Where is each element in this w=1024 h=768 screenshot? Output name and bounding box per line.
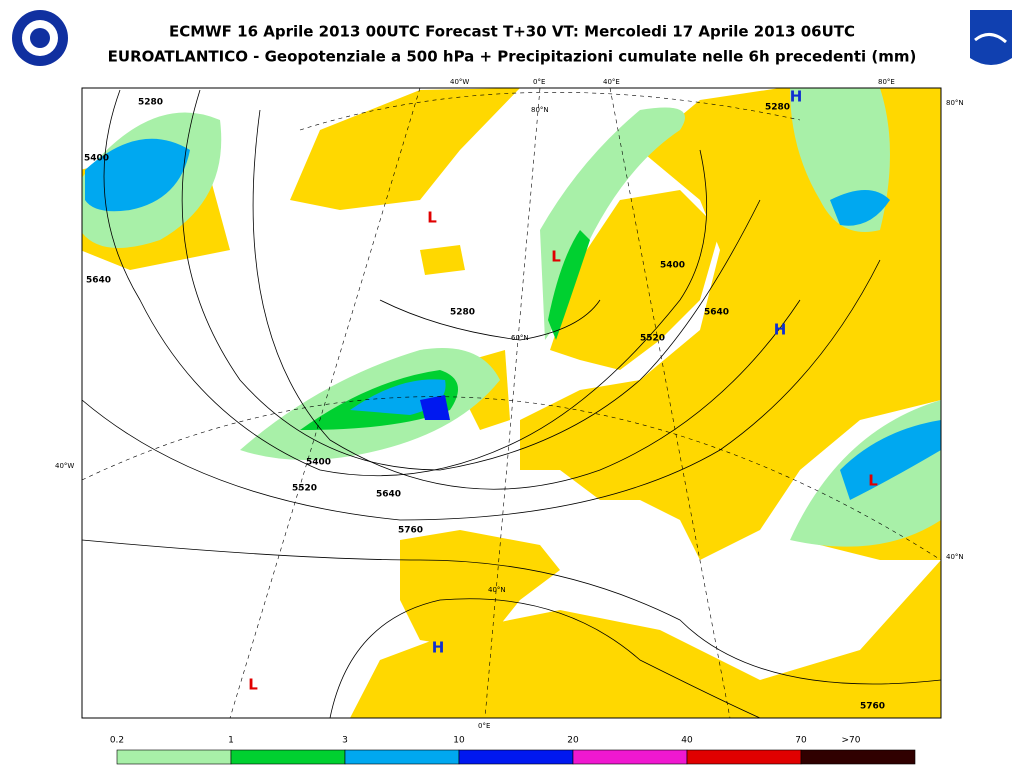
graticule-label: 80°N [946, 99, 964, 107]
legend-swatch [572, 749, 688, 765]
pressure-center: H [432, 639, 445, 657]
legend-swatch [458, 749, 574, 765]
contour-label: 5400 [660, 261, 685, 271]
contour-label: 5640 [86, 276, 111, 286]
legend-swatch [686, 749, 802, 765]
graticule-label: 80°E [878, 78, 895, 86]
contour-label: 5400 [306, 458, 331, 468]
contour-label: 5280 [138, 98, 163, 108]
graticule-label: 40°E [603, 78, 620, 86]
legend-tick-label: 0.2 [110, 736, 124, 746]
contour-label: 5760 [860, 702, 885, 712]
title: ECMWF 16 Aprile 2013 00UTC Forecast T+30… [169, 23, 855, 41]
legend-tick-label: 3 [342, 736, 348, 746]
legend-tick-label: >70 [842, 736, 861, 746]
legend-tick-label: 1 [228, 736, 234, 746]
pressure-center: L [427, 209, 437, 227]
graticule-label: 0°E [478, 722, 490, 730]
graticule-label: 40°W [450, 78, 469, 86]
contour-label: 5400 [84, 154, 109, 164]
legend-swatch [116, 749, 232, 765]
contour-label: 5280 [765, 103, 790, 113]
contour-label: 5760 [398, 526, 423, 536]
contour-label: 5640 [376, 490, 401, 500]
logo-right [970, 10, 1012, 65]
graticule-label: 80°N [531, 106, 549, 114]
pressure-center: L [551, 248, 561, 266]
graticule-label: 0°E [533, 78, 545, 86]
graticule-label: 40°N [488, 586, 506, 594]
pressure-center: L [868, 472, 878, 490]
pressure-center: L [248, 676, 258, 694]
contour-label: 5520 [640, 334, 665, 344]
graticule-label: 60°N [511, 334, 529, 342]
contour-label: 5520 [292, 484, 317, 494]
subtitle: EUROATLANTICO - Geopotenziale a 500 hPa … [108, 48, 917, 66]
logo-left [12, 10, 68, 66]
legend-swatch [230, 749, 346, 765]
legend-tick-label: 70 [795, 736, 807, 746]
map [81, 87, 942, 719]
pressure-center: H [774, 321, 787, 339]
legend-tick-label: 20 [567, 736, 579, 746]
legend-tick-label: 40 [681, 736, 693, 746]
graticule-label: 40°W [55, 462, 74, 470]
contour-label: 5640 [704, 308, 729, 318]
legend-tick-label: 10 [453, 736, 465, 746]
graticule-label: 40°N [946, 553, 964, 561]
legend-swatch [800, 749, 916, 765]
pressure-center: H [790, 88, 803, 106]
legend-swatch [344, 749, 460, 765]
contour-label: 5280 [450, 308, 475, 318]
